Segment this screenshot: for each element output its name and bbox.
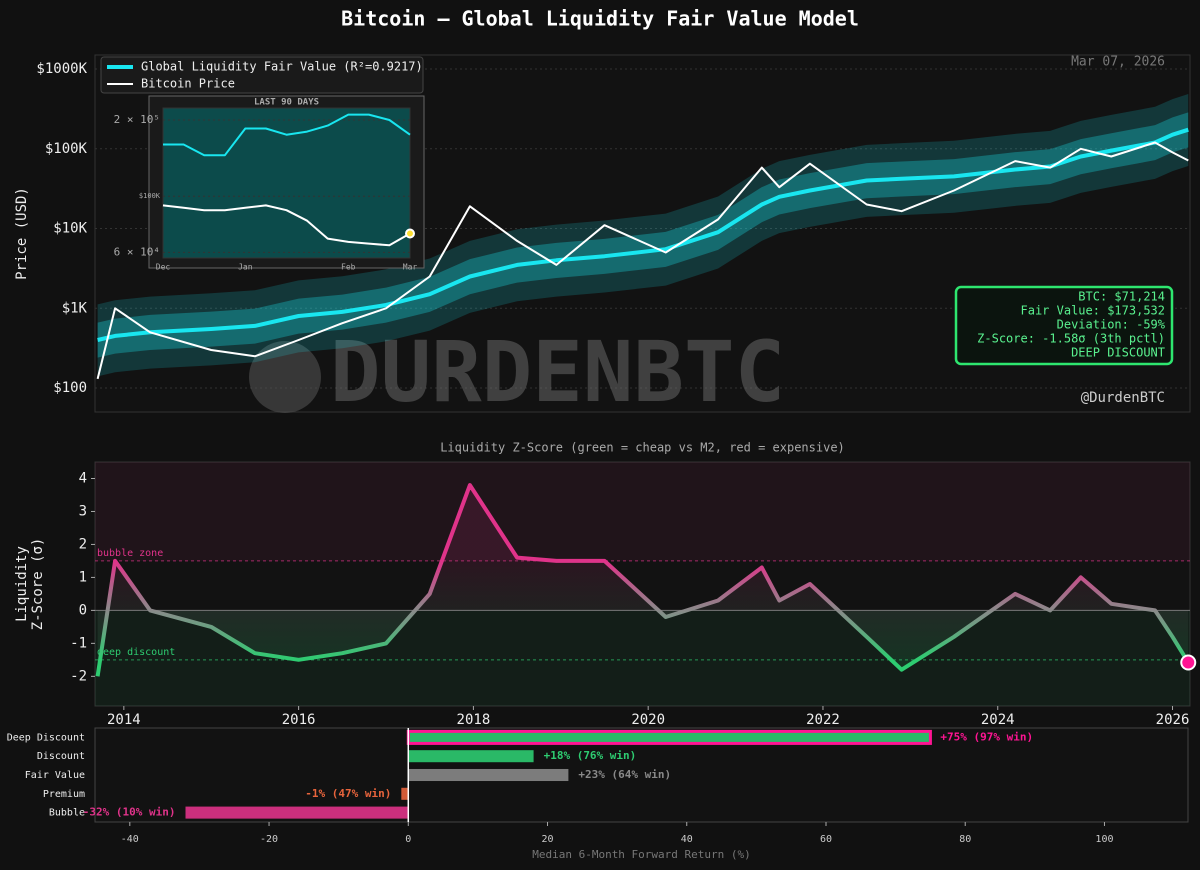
- y-tick-label: 6 × 10⁴: [114, 245, 160, 258]
- y-tick-label: 1: [79, 569, 87, 585]
- plot-area: [94, 461, 1191, 707]
- x-tick-label: 100: [1095, 834, 1113, 845]
- x-tick-label: Feb: [341, 263, 356, 272]
- bar: [406, 729, 932, 745]
- value-label: -32% (10% win): [83, 806, 176, 819]
- x-tick-label: 0: [405, 834, 411, 845]
- info-line: BTC: $71,214: [1078, 290, 1165, 304]
- x-tick-label: 2022: [806, 712, 840, 728]
- y-tick-label: -2: [70, 668, 87, 684]
- zone: [95, 462, 1190, 561]
- value-label: -1% (47% win): [305, 787, 391, 800]
- y-tick-label: Fair Value: [25, 770, 85, 781]
- y-tick-label: -1: [70, 635, 87, 651]
- series-line: [96, 141, 1189, 380]
- date-label: Mar 07, 2026: [1071, 55, 1165, 70]
- y-tick-label: 0: [79, 602, 87, 618]
- subplot-title: Liquidity Z-Score (green = cheap vs M2, …: [440, 441, 845, 455]
- x-tick-label: 2016: [282, 712, 316, 728]
- x-tick-label: 2014: [107, 712, 141, 728]
- series-line: [95, 483, 1191, 677]
- y-axis-label: Price (USD): [14, 187, 30, 280]
- last-point: [1180, 654, 1197, 671]
- legend-label: Bitcoin Price: [141, 77, 235, 91]
- z-area: [97, 485, 1189, 677]
- x-tick-label: 2018: [457, 712, 491, 728]
- chart-title: Bitcoin — Global Liquidity Fair Value Mo…: [341, 7, 859, 31]
- x-tick-label: 2024: [981, 712, 1015, 728]
- y-tick-label: 3: [79, 503, 87, 519]
- y-tick-label: $100K: [139, 192, 161, 200]
- x-tick-label: Mar: [403, 263, 418, 272]
- plot-area: [162, 107, 411, 259]
- threshold-label: deep discount: [97, 647, 175, 658]
- x-tick-label: 80: [959, 834, 971, 845]
- x-tick-label: Dec: [156, 263, 171, 272]
- x-tick-label: 2026: [1156, 712, 1190, 728]
- x-tick-label: 20: [541, 834, 553, 845]
- y-tick-label: $1000K: [36, 61, 87, 77]
- y-tick-label: 2 × 10⁵: [114, 113, 160, 126]
- x-tick-label: -40: [121, 834, 139, 845]
- legend-label: Global Liquidity Fair Value (R²=0.9217): [141, 60, 423, 74]
- info-line: Z-Score: -1.58σ (3th pctl): [977, 332, 1165, 346]
- last-point: [405, 228, 415, 239]
- bar: [401, 787, 409, 800]
- y-tick-label: 2: [79, 536, 87, 552]
- inset-line: [162, 204, 411, 247]
- fair-value-band: [97, 112, 1189, 358]
- y-tick-label: Premium: [43, 789, 85, 800]
- info-line: Fair Value: $173,532: [1021, 304, 1166, 318]
- inset-title: LAST 90 DAYS: [254, 98, 319, 108]
- y-tick-label: Discount: [37, 751, 85, 762]
- y-tick-label: $100K: [45, 141, 88, 157]
- info-box: [954, 285, 1174, 366]
- bar: [408, 768, 569, 782]
- handle: @DurdenBTC: [1081, 390, 1165, 406]
- x-tick-label: 2020: [631, 712, 665, 728]
- legend-box: [100, 56, 424, 94]
- y-tick-label: $100: [53, 380, 87, 396]
- y-tick-label: Deep Discount: [7, 732, 85, 743]
- x-axis-label: Median 6-Month Forward Return (%): [532, 848, 751, 861]
- y-axis-label: Liquidity: [14, 546, 30, 622]
- x-tick-label: Jan: [238, 263, 253, 272]
- watermark: DURDENBTC: [330, 323, 785, 421]
- y-tick-label: $10K: [53, 221, 87, 237]
- logo: [249, 341, 321, 413]
- info-line: Deviation: -59%: [1057, 318, 1166, 332]
- bar: [185, 806, 409, 819]
- value-label: +18% (76% win): [544, 749, 637, 762]
- y-tick-label: $1K: [62, 300, 88, 316]
- x-tick-label: -20: [260, 834, 278, 845]
- series-line: [97, 127, 1189, 342]
- value-label: +75% (97% win): [940, 730, 1033, 743]
- value-label: +23% (64% win): [578, 768, 671, 781]
- x-tick-label: 60: [820, 834, 832, 845]
- inset-line: [163, 113, 411, 157]
- y-tick-label: Bubble: [49, 808, 85, 819]
- y-tick-label: 4: [79, 470, 87, 486]
- info-line: DEEP DISCOUNT: [1071, 346, 1165, 360]
- bar: [408, 750, 534, 763]
- x-tick-label: 40: [681, 834, 693, 845]
- threshold-label: bubble zone: [97, 548, 163, 559]
- y-axis-label: Z-Score (σ): [30, 538, 46, 631]
